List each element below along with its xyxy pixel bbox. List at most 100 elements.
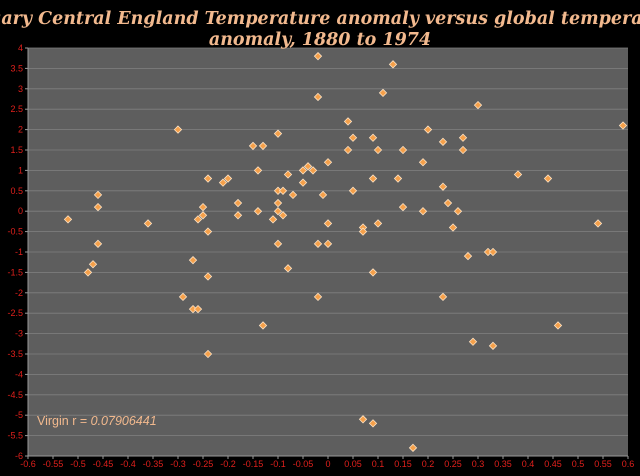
- data-point: [358, 227, 368, 236]
- data-point: [193, 215, 203, 224]
- data-point: [83, 268, 93, 277]
- y-tick-label: 3.5: [10, 63, 23, 73]
- data-point: [453, 207, 463, 216]
- data-point: [303, 162, 313, 171]
- data-point: [323, 239, 333, 249]
- chart-title-line-1: January Central England Temperature anom…: [0, 9, 640, 29]
- data-point: [398, 202, 408, 212]
- data-point: [378, 88, 388, 98]
- data-point: [198, 211, 208, 220]
- data-point: [283, 264, 293, 273]
- x-tick-label: 0: [325, 459, 330, 469]
- x-tick-label: -0.55: [43, 459, 64, 469]
- data-point: [188, 255, 198, 265]
- data-point: [63, 215, 73, 224]
- x-tick-label: -0.6: [20, 459, 36, 469]
- y-tick-label: -2.5: [7, 308, 23, 318]
- data-point: [278, 186, 288, 195]
- x-tick-label: -0.35: [143, 459, 164, 469]
- data-point: [313, 292, 323, 302]
- data-point: [193, 304, 203, 314]
- data-point: [258, 321, 268, 330]
- data-point: [323, 219, 333, 228]
- data-point: [93, 239, 103, 249]
- data-point: [358, 415, 368, 424]
- data-point: [398, 145, 408, 155]
- data-point: [298, 166, 308, 175]
- data-point: [203, 272, 213, 281]
- data-point: [343, 117, 353, 126]
- y-tick-label: -5.5: [7, 431, 23, 441]
- data-point: [223, 174, 233, 183]
- data-point: [593, 219, 603, 228]
- data-point: [308, 166, 318, 175]
- x-tick-label: 0.25: [444, 459, 462, 469]
- data-point: [288, 190, 298, 200]
- gridlines: [28, 47, 628, 457]
- data-point: [173, 125, 183, 134]
- data-point: [253, 166, 263, 175]
- data-point: [388, 60, 398, 69]
- data-point: [323, 158, 333, 167]
- data-point: [368, 419, 378, 428]
- data-point: [93, 202, 103, 212]
- data-point: [463, 251, 473, 261]
- y-tick-label: -4.5: [7, 390, 23, 400]
- data-point: [283, 170, 293, 179]
- x-tick-label: 0.1: [372, 459, 385, 469]
- data-point: [273, 129, 283, 138]
- x-tick-label: 0.5: [572, 459, 585, 469]
- data-point: [348, 186, 358, 195]
- data-point: [438, 292, 448, 302]
- y-tick-label: 2: [18, 125, 23, 135]
- y-tick-label: -2: [15, 288, 23, 298]
- data-point: [468, 337, 478, 346]
- data-point: [278, 211, 288, 220]
- data-point: [418, 158, 428, 167]
- x-tick-label: 0.15: [394, 459, 412, 469]
- x-tick-label: -0.4: [120, 459, 136, 469]
- data-point: [373, 219, 383, 228]
- x-tick-label: 0.35: [494, 459, 512, 469]
- x-tick-label: 0.45: [544, 459, 562, 469]
- data-point: [198, 202, 208, 212]
- x-tick-label: -0.45: [93, 459, 114, 469]
- x-tick-label: 0.2: [422, 459, 435, 469]
- x-tick-label: 0.05: [344, 459, 362, 469]
- data-point: [233, 211, 243, 220]
- y-tick-label: 0.5: [10, 186, 23, 196]
- data-point: [543, 174, 553, 183]
- x-tick-label: -0.3: [170, 459, 186, 469]
- data-point: [273, 198, 283, 208]
- x-tick-label: -0.15: [243, 459, 264, 469]
- data-point: [488, 341, 498, 351]
- data-point: [218, 178, 228, 187]
- y-tick-label: 1.5: [10, 145, 23, 155]
- data-point: [313, 239, 323, 249]
- data-point: [423, 125, 433, 134]
- data-point: [418, 207, 428, 216]
- y-tick-label: -1.5: [7, 267, 23, 277]
- data-point: [368, 133, 378, 142]
- data-point: [253, 207, 263, 216]
- data-point: [408, 443, 418, 453]
- data-point: [458, 133, 468, 142]
- y-tick-label: -3.5: [7, 349, 23, 359]
- data-point: [203, 174, 213, 183]
- data-point: [448, 223, 458, 232]
- data-point: [443, 198, 453, 208]
- x-tick-label: 0.6: [622, 459, 635, 469]
- y-tick-label: 0: [18, 206, 23, 216]
- y-tick-label: -6: [15, 451, 23, 461]
- data-point: [273, 239, 283, 249]
- y-tick-label: 4: [18, 43, 23, 53]
- data-point: [88, 260, 98, 269]
- x-tick-label: -0.2: [220, 459, 236, 469]
- data-point: [438, 137, 448, 147]
- x-tick-label: 0.3: [472, 459, 485, 469]
- data-point: [343, 145, 353, 155]
- x-tick-label: -0.1: [270, 459, 286, 469]
- data-point: [143, 219, 153, 228]
- x-tick-label: -0.5: [70, 459, 86, 469]
